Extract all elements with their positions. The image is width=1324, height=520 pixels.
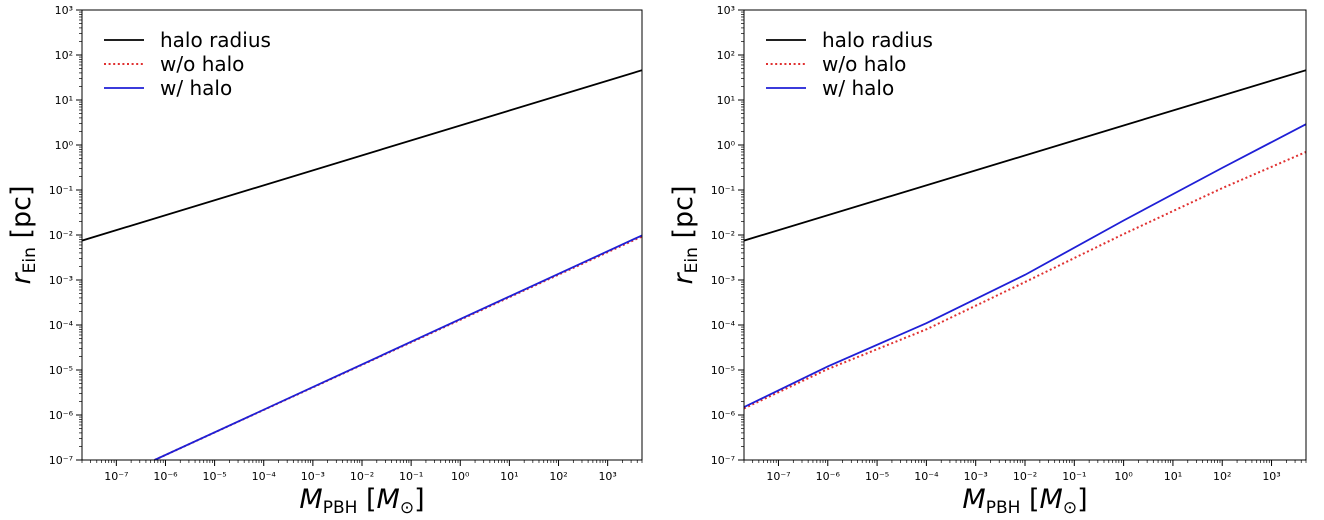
y-tick-label: 10⁻⁴ <box>49 319 74 332</box>
y-tick-label: 10⁰ <box>717 139 736 152</box>
x-tick-label: 10⁻⁷ <box>766 470 790 483</box>
x-tick-label: 10⁻⁵ <box>865 470 889 483</box>
y-tick-label: 10³ <box>717 4 735 17</box>
y-tick-label: 10⁻⁵ <box>49 364 73 377</box>
legend-label: halo radius <box>160 28 271 52</box>
y-tick-label: 10⁻¹ <box>711 184 735 197</box>
x-tick-label: 10³ <box>598 470 616 483</box>
series-line-w-halo <box>744 123 1306 408</box>
y-tick-label: 10⁰ <box>55 139 74 152</box>
x-tick-label: 10⁰ <box>1114 470 1133 483</box>
y-tick-label: 10¹ <box>717 94 735 107</box>
y-tick-label: 10³ <box>55 4 73 17</box>
y-tick-label: 10⁻⁶ <box>711 409 736 422</box>
legend-label: halo radius <box>822 28 933 52</box>
y-tick-label: 10² <box>717 49 735 62</box>
plot-frame <box>81 9 643 461</box>
y-tick-label: 10⁻² <box>49 229 73 242</box>
x-tick-label: 10⁻⁵ <box>202 470 226 483</box>
left-panel: 10⁻⁷ 10⁻⁶ 10⁻⁵ 10⁻⁴ 10⁻³ 10⁻² 10⁻¹ 10⁰ 10¹ 10² 10³… <box>6 4 643 518</box>
x-tick-label: 10⁻⁴ <box>914 470 939 483</box>
series-line-halo-radius <box>744 69 1306 242</box>
series-line-w-halo <box>154 234 642 460</box>
x-tick-label: 10⁰ <box>451 470 470 483</box>
y-axis-label: rEin [pc] <box>6 186 40 285</box>
x-tick-label: 10⁻¹ <box>1062 470 1086 483</box>
x-tick-label: 10⁻⁶ <box>153 470 178 483</box>
x-axis-label: MPBH [M⊙] <box>962 484 1087 518</box>
x-tick-label: 10⁻¹ <box>399 470 423 483</box>
series-line-w-o-halo <box>744 151 1306 410</box>
x-tick-label: 10¹ <box>500 470 518 483</box>
y-tick-label: 10⁻⁷ <box>711 454 735 467</box>
y-tick-label: 10⁻¹ <box>49 184 73 197</box>
x-tick-label: 10¹ <box>1164 470 1182 483</box>
x-tick-label: 10⁻² <box>1013 470 1037 483</box>
x-tick-label: 10³ <box>1262 470 1280 483</box>
x-tick-label: 10⁻⁷ <box>104 470 128 483</box>
y-tick-label: 10² <box>55 49 73 62</box>
y-tick-label: 10⁻³ <box>49 274 73 287</box>
x-tick-label: 10⁻⁶ <box>816 470 841 483</box>
series-line-halo-radius <box>82 69 642 242</box>
x-tick-label: 10⁻³ <box>964 470 988 483</box>
right-panel: 10⁻⁷ 10⁻⁶ 10⁻⁵ 10⁻⁴ 10⁻³ 10⁻² 10⁻¹ 10⁰ 10¹ 10² 10³… <box>668 4 1307 518</box>
legend-label: w/ halo <box>160 76 232 100</box>
y-tick-label: 10⁻⁷ <box>49 454 73 467</box>
x-axis-label: MPBH [M⊙] <box>299 484 424 518</box>
x-tick-label: 10⁻⁴ <box>252 470 277 483</box>
legend-label: w/ halo <box>822 76 894 100</box>
x-tick-label: 10² <box>549 470 567 483</box>
plot-frame <box>743 9 1307 461</box>
y-tick-label: 10⁻⁶ <box>49 409 74 422</box>
x-tick-label: 10⁻³ <box>301 470 325 483</box>
y-axis-label: rEin [pc] <box>668 186 702 285</box>
y-tick-label: 10⁻² <box>711 229 735 242</box>
y-tick-label: 10⁻⁴ <box>711 319 736 332</box>
y-tick-label: 10⁻³ <box>711 274 735 287</box>
legend-label: w/o halo <box>160 52 244 76</box>
x-tick-label: 10² <box>1213 470 1231 483</box>
x-tick-label: 10⁻² <box>350 470 374 483</box>
y-tick-label: 10⁻⁵ <box>711 364 735 377</box>
legend-label: w/o halo <box>822 52 906 76</box>
y-tick-label: 10¹ <box>55 94 73 107</box>
